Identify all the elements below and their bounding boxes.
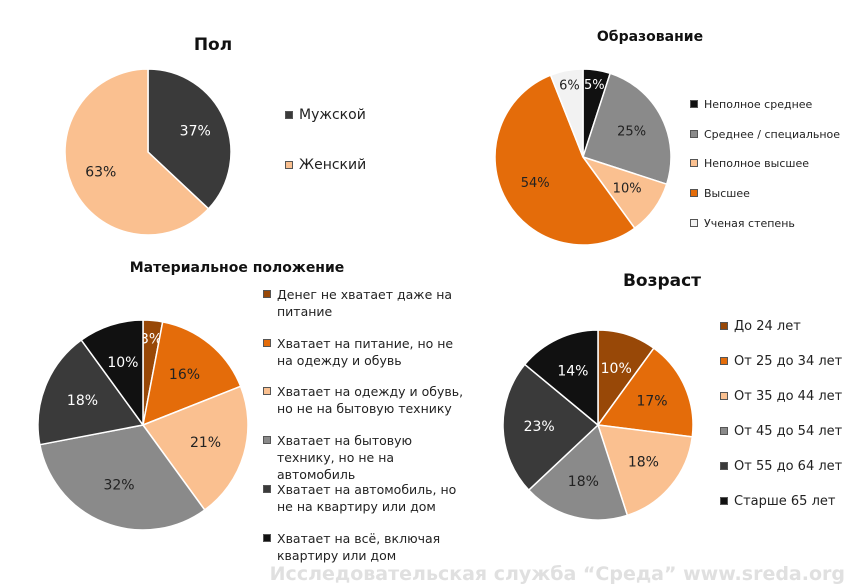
- slice-label: 6%: [559, 79, 580, 94]
- slice-label: 5%: [584, 78, 605, 93]
- slice-label: 3%: [140, 331, 162, 347]
- legend-label: До 24 лет: [734, 319, 801, 334]
- pie-slice: [64, 68, 210, 236]
- legend-label: Женский: [299, 157, 367, 173]
- legend-label: Хватает на бытовую технику, но не на авт…: [277, 433, 413, 482]
- pie-slice: [523, 329, 599, 427]
- pie-slice: [596, 347, 694, 438]
- slice-label: 10%: [613, 182, 642, 197]
- slice-label: 18%: [628, 455, 659, 471]
- legend-item: Денег не хватает даже на питание: [263, 286, 467, 320]
- slice-label: 25%: [617, 125, 646, 140]
- legend-label: Среднее / специальное: [704, 128, 841, 141]
- legend-item: Хватает на автомобиль, но не на квартиру…: [263, 481, 467, 515]
- legend-label: Хватает на автомобиль, но не на квартиру…: [277, 482, 457, 514]
- legend-swatch: [720, 497, 728, 505]
- legend-item: Хватает на всё, включая квартиру или дом: [263, 530, 467, 564]
- slice-label: 63%: [85, 164, 116, 180]
- legend-item: От 35 до 44 лет: [720, 388, 853, 405]
- legend-label: Неполное высшее: [704, 157, 809, 170]
- pie-slice: [141, 385, 249, 511]
- chart-title: Возраст: [623, 271, 701, 291]
- slice-label: 21%: [190, 435, 221, 451]
- pie-slice: [502, 363, 600, 492]
- chart-title: Образование: [597, 29, 703, 45]
- pie-slice: [80, 319, 144, 428]
- pie-slice: [527, 423, 629, 521]
- chart-title: Материальное положение: [130, 260, 345, 276]
- legend-label: От 35 до 44 лет: [734, 389, 843, 404]
- pie-slice: [37, 339, 145, 446]
- legend-item: Мужской: [285, 107, 419, 124]
- legend-swatch: [720, 427, 728, 435]
- pie-slice: [596, 424, 694, 517]
- legend-swatch: [690, 159, 698, 167]
- legend-swatch: [720, 392, 728, 400]
- slice-label: 14%: [557, 364, 588, 380]
- pie-slice: [549, 68, 584, 158]
- slice-label: 37%: [180, 124, 211, 140]
- legend-item: До 24 лет: [720, 318, 853, 335]
- slice-label: 32%: [103, 478, 134, 494]
- legend-swatch: [263, 387, 271, 395]
- legend-swatch: [690, 100, 698, 108]
- slice-label: 18%: [568, 474, 599, 490]
- legend-swatch: [263, 534, 271, 542]
- legend-label: Хватает на питание, но не на одежду и об…: [277, 336, 454, 368]
- legend-item: Женский: [285, 157, 419, 174]
- slice-label: 16%: [169, 367, 200, 383]
- legend-swatch: [285, 111, 293, 119]
- slice-label: 17%: [636, 394, 667, 410]
- chart-title: Пол: [194, 35, 232, 55]
- pie-slice: [494, 74, 636, 246]
- legend-label: Хватает на всё, включая квартиру или дом: [277, 531, 441, 563]
- legend-item: Неполное среднее: [690, 96, 853, 113]
- slice-label: 10%: [601, 361, 632, 377]
- pie-slice: [38, 424, 206, 531]
- legend-item: Ученая степень: [690, 215, 853, 232]
- legend-label: Старше 65 лет: [734, 494, 836, 509]
- legend-swatch: [263, 290, 271, 298]
- legend-swatch: [690, 130, 698, 138]
- legend-swatch: [263, 339, 271, 347]
- slice-label: 10%: [107, 355, 138, 371]
- legend-item: Неполное высшее: [690, 155, 853, 172]
- legend-item: Хватает на бытовую технику, но не на авт…: [263, 432, 467, 483]
- legend-label: От 25 до 34 лет: [734, 354, 843, 369]
- legend-label: Высшее: [704, 187, 750, 200]
- legend-label: Денег не хватает даже на питание: [277, 287, 453, 319]
- legend-swatch: [720, 322, 728, 330]
- legend-item: От 45 до 54 лет: [720, 423, 853, 440]
- legend-item: Хватает на питание, но не на одежду и об…: [263, 335, 467, 369]
- pie-slice: [142, 320, 242, 427]
- legend-swatch: [690, 219, 698, 227]
- legend-item: От 55 до 64 лет: [720, 458, 853, 475]
- slice-label: 18%: [67, 393, 98, 409]
- legend-label: От 45 до 54 лет: [734, 424, 843, 439]
- legend-item: Среднее / специальное: [690, 126, 853, 143]
- legend-item: От 25 до 34 лет: [720, 353, 853, 370]
- legend-label: Неполное среднее: [704, 98, 813, 111]
- legend-swatch: [690, 189, 698, 197]
- pie-slice: [147, 68, 232, 210]
- legend-item: Хватает на одежду и обувь, но не на быто…: [263, 383, 467, 417]
- legend-swatch: [720, 462, 728, 470]
- legend-swatch: [720, 357, 728, 365]
- legend-swatch: [285, 161, 293, 169]
- legend-swatch: [263, 436, 271, 444]
- legend-swatch: [263, 485, 271, 493]
- slice-label: 54%: [521, 176, 550, 191]
- pie-slice: [582, 72, 672, 186]
- slice-label: 23%: [524, 419, 555, 435]
- legend-item: Высшее: [690, 185, 853, 202]
- watermark: Исследовательская служба “Среда” www.sre…: [269, 563, 845, 585]
- legend-label: Ученая степень: [704, 217, 795, 230]
- legend-item: Старше 65 лет: [720, 493, 853, 510]
- legend-label: Хватает на одежду и обувь, но не на быто…: [277, 384, 464, 416]
- legend-label: Мужской: [299, 107, 366, 123]
- legend-label: От 55 до 64 лет: [734, 459, 843, 474]
